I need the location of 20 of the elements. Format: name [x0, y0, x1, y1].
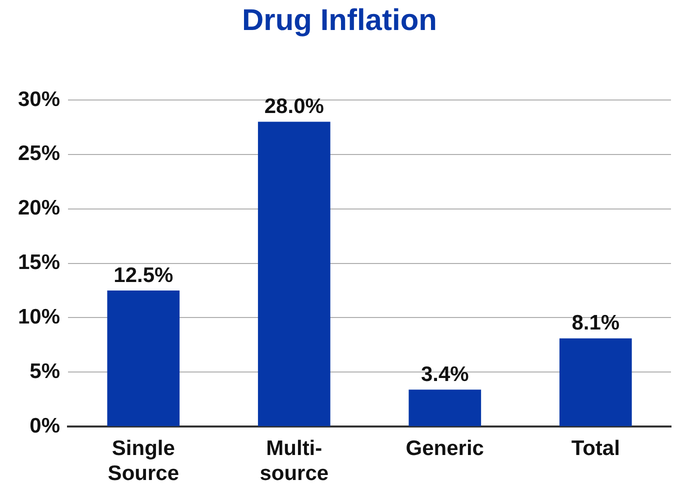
x-tick-label: Total [571, 436, 620, 460]
data-label: 28.0% [264, 95, 324, 118]
y-tick-label: 30% [18, 88, 60, 111]
y-tick-label: 15% [18, 251, 60, 274]
data-label: 8.1% [572, 312, 620, 335]
y-tick-label: 20% [18, 196, 60, 220]
bar [258, 122, 330, 426]
data-label: 12.5% [114, 264, 174, 287]
y-tick-label: 25% [18, 142, 60, 166]
x-tick-label: Generic [406, 436, 484, 460]
x-tick-label: Single Source [108, 436, 180, 486]
bar [559, 338, 632, 426]
bar [107, 290, 180, 426]
y-tick-label: 0% [30, 414, 60, 438]
chart-title: Drug Inflation [241, 4, 438, 38]
data-label: 3.4% [420, 362, 470, 386]
y-tick-label: 10% [18, 306, 60, 329]
y-tick-label: 5% [30, 360, 60, 383]
bar [408, 390, 482, 426]
x-tick-label: Multi-source [260, 436, 329, 486]
